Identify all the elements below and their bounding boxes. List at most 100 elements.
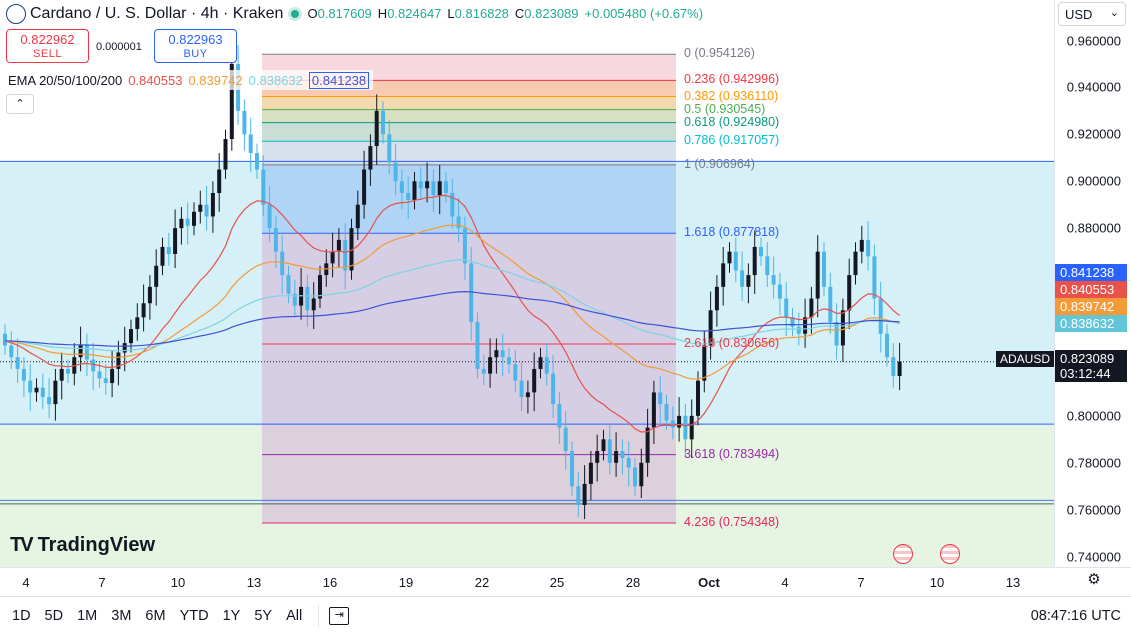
symbol-title[interactable]: Cardano / U. S. Dollar · 4h · Kraken [30,4,284,22]
candle-body [160,246,165,266]
collapse-legend-button[interactable]: ⌃ [6,94,34,114]
candle-body [217,169,222,193]
fib-level-label: 0.786 (0.917057) [684,133,780,148]
ema200-value: 0.841238 [308,71,370,89]
fib-blue-zone [262,164,676,234]
fib-band [262,122,676,142]
settings-gear-icon[interactable]: ⚙ [1087,571,1101,588]
timeframe-button[interactable]: 3M [111,608,132,624]
candle-body [173,228,178,254]
candle-body [210,192,215,217]
candle-body [147,286,152,304]
candle-body [97,371,102,379]
candle-body [607,439,612,463]
candle-body [444,181,448,193]
current-price: 0.823089 [1060,351,1115,366]
candle-body [721,263,726,287]
time-axis-label: 19 [398,575,414,590]
candle-body [771,275,776,285]
candle-body [822,251,826,287]
time-axis-label: 22 [474,575,490,590]
ema-legend[interactable]: EMA 20/50/100/200 0.840553 0.839742 0.83… [6,70,374,90]
candle-body [286,275,291,294]
currency-select[interactable]: USD ⌄ [1058,2,1126,26]
us-event-flag-icon[interactable] [893,544,913,564]
candle-body [897,361,902,376]
candle-body [456,216,461,229]
candle-body [59,368,64,381]
candle-body [242,110,247,135]
candle-body [387,134,392,163]
candle-body [727,251,732,264]
ema-price-badge: 0.839742 [1055,298,1127,315]
price-axis-label: 0.800000 [1066,408,1121,424]
cardano-logo-icon [6,3,26,24]
candle-body [355,204,360,229]
candle-body [840,310,845,346]
ohlc-values: O0.817609 H0.824647 L0.816828 C0.823089 … [307,6,703,21]
timeframe-button[interactable]: 1D [12,608,31,624]
time-axis-label: 4 [781,575,789,590]
candle-body [110,368,115,384]
candle-body [790,317,795,327]
candle-body [658,392,663,405]
time-axis[interactable]: 4 7 10 13 16 19 22 25 28 Oct 4 7 10 13 [0,567,1131,595]
candle-body [853,251,858,276]
ema100-value: 0.838632 [248,72,303,88]
ema50-line [4,224,900,380]
bottom-toolbar: 1D 5D 1M 3M 6M YTD 1Y 5Y All ⇥ 08:47:16 UTC [0,596,1131,635]
candle-body [318,275,322,299]
candle-body [229,63,234,140]
timeframe-button[interactable]: 1M [77,608,98,624]
candle-body [588,462,593,484]
candle-body [15,357,20,369]
us-event-flag-icon[interactable] [940,544,960,564]
candle-body [847,275,852,311]
candle-body [166,246,171,254]
timeframe-button[interactable]: YTD [179,608,209,624]
fib-level-label: 0.382 (0.936110) [684,88,779,103]
candle-body [519,380,524,398]
candle-body [393,162,398,182]
timeframe-button[interactable]: 6M [145,608,166,624]
utc-clock[interactable]: 08:47:16 UTC [1030,608,1121,624]
candle-body [714,286,719,311]
candle-body [500,350,505,358]
candle-body [796,326,801,334]
time-axis-label: 16 [322,575,338,590]
open-value: 0.817609 [317,6,372,21]
timeframe-button[interactable]: 5Y [254,608,273,624]
sell-button[interactable]: 0.822962 SELL [6,29,89,63]
fib-level-label: 2.618 (0.830656) [684,335,780,350]
candle-body [651,392,656,428]
low-value: 0.816828 [454,6,509,21]
candle-body [891,357,896,376]
timeframe-button[interactable]: 5D [44,608,64,624]
buy-button[interactable]: 0.822963 BUY [154,29,237,63]
timeframe-button[interactable]: 1Y [222,608,241,624]
candle-body [708,310,713,346]
candle-body [374,110,379,147]
candle-body [601,439,606,452]
candle-body [746,275,751,287]
time-axis-label: 13 [246,575,262,590]
fib-level-label: 0.236 (0.942996) [684,72,780,87]
candle-body [349,228,354,271]
compare-icon[interactable]: ⇥ [329,607,350,625]
time-axis-label: 28 [625,575,641,590]
ema-price-badge: 0.840553 [1055,281,1127,298]
candle-body [362,169,367,205]
price-chart[interactable] [0,0,1054,567]
sell-label: SELL [33,48,62,60]
high-value: 0.824647 [387,6,442,21]
candle-body [677,415,682,428]
candle-body [185,218,190,226]
timeframe-button[interactable]: All [286,608,303,624]
low-label: L [447,6,455,21]
chevron-up-icon: ⌃ [15,98,25,110]
candle-body [255,153,259,170]
fib-level-label: 0 (0.954126) [684,46,755,61]
open-label: O [307,6,318,21]
candle-body [614,451,619,463]
